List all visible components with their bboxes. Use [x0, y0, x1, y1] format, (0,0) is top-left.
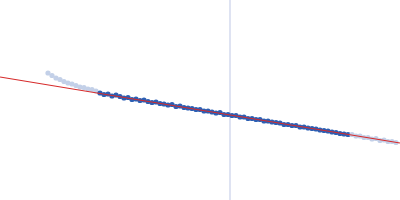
- line: [229, 0, 230, 200]
- chart: [0, 0, 400, 200]
- line: [0, 77, 400, 143]
- plot-area: [0, 0, 400, 200]
- chart-svg: [0, 0, 400, 200]
